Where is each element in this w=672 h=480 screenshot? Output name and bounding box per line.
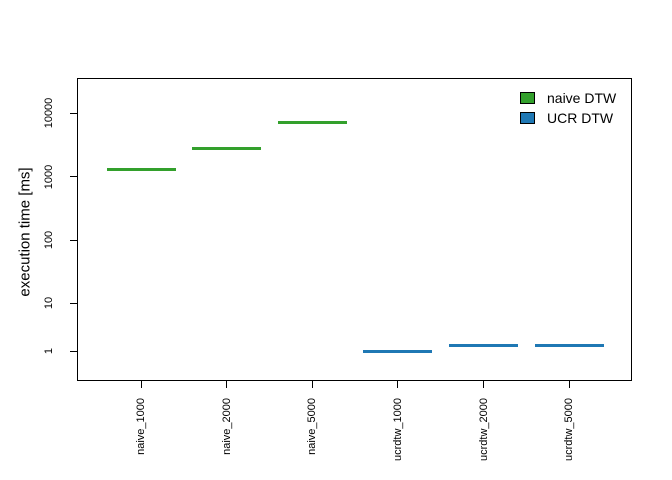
y-tick-label: 1000 [43, 164, 55, 189]
box-median-ucrdtw_2000 [449, 344, 518, 348]
plot-area [77, 78, 632, 381]
legend-label-ucr-dtw: UCR DTW [547, 110, 614, 126]
legend-swatch-naive-dtw [520, 92, 535, 104]
x-tick-mark [311, 381, 313, 388]
x-tick-label-naive_1000: naive_1000 [135, 398, 148, 455]
x-tick-mark [397, 381, 399, 388]
x-tick-label-naive_2000: naive_2000 [220, 398, 233, 455]
x-tick-label-ucrdtw_2000: ucrdtw_2000 [477, 398, 490, 461]
y-tick-label: 100 [43, 230, 55, 250]
box-median-naive_1000 [106, 167, 176, 171]
legend: naive DTW UCR DTW [520, 88, 616, 128]
box-median-ucrdtw_5000 [534, 344, 604, 348]
x-tick-label-ucrdtw_1000: ucrdtw_1000 [391, 398, 404, 461]
y-tick-label: 1 [43, 347, 55, 355]
legend-item-naive-dtw: naive DTW [520, 88, 616, 108]
y-tick-mark [70, 350, 77, 352]
y-tick-mark [70, 176, 77, 177]
legend-item-ucr-dtw: UCR DTW [520, 108, 616, 128]
box-median-naive_5000 [277, 121, 347, 125]
x-tick-mark [483, 381, 484, 388]
y-tick-mark [70, 112, 77, 114]
box-median-ucrdtw_1000 [363, 349, 433, 353]
y-tick-label: 10 [43, 296, 55, 310]
y-tick-label: 10000 [43, 97, 55, 129]
x-tick-mark [140, 381, 142, 388]
x-tick-mark [568, 381, 570, 388]
legend-label-naive-dtw: naive DTW [547, 90, 617, 106]
y-tick-mark [70, 302, 77, 304]
legend-swatch-ucr-dtw [520, 112, 535, 124]
box-median-naive_2000 [192, 146, 262, 150]
x-tick-label-ucrdtw_5000: ucrdtw_5000 [563, 398, 576, 461]
x-tick-mark [226, 381, 228, 388]
x-tick-label-naive_5000: naive_5000 [306, 398, 319, 455]
y-axis-title: execution time [ms] [16, 167, 34, 297]
y-tick-mark [70, 239, 77, 241]
